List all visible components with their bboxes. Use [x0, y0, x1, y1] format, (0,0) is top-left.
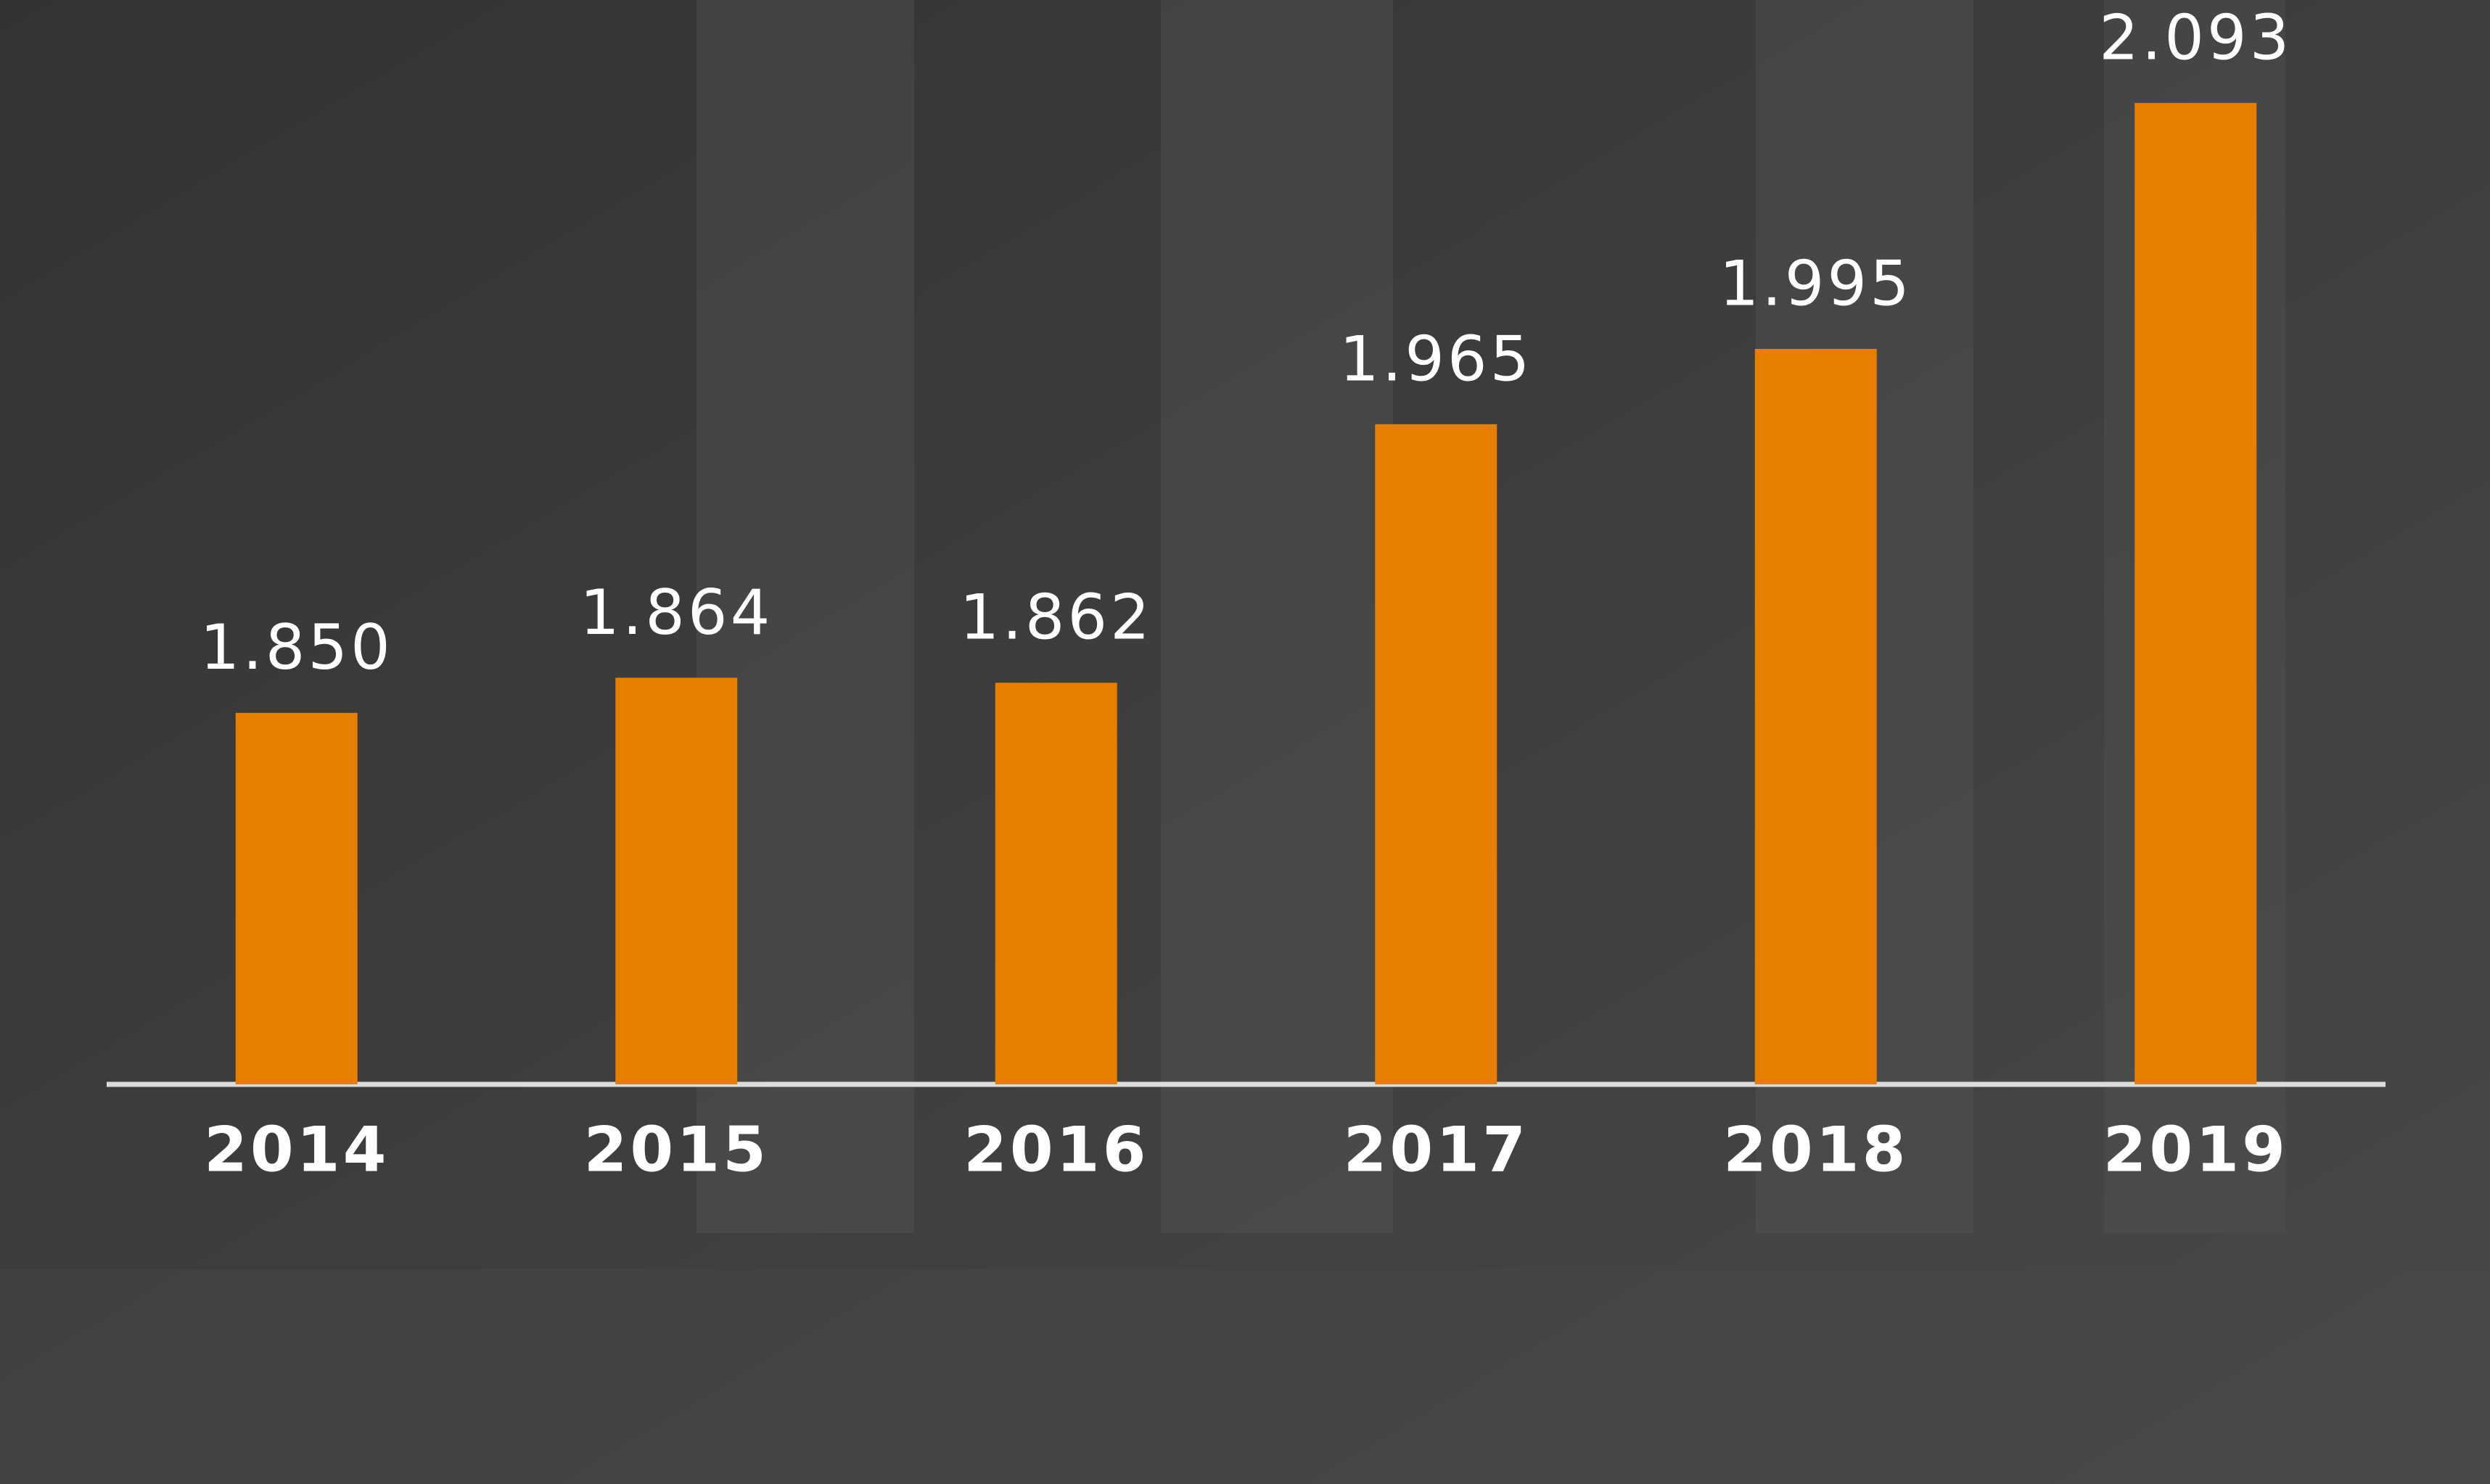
value-label: 2.093 — [2099, 1, 2292, 74]
bar — [995, 683, 1117, 1084]
page: 2014 1.850 2015 1.864 2016 1.862 2017 1.965 2018… — [0, 0, 2490, 1484]
value-label: 1.850 — [200, 611, 393, 684]
x-tick-label: 2015 — [584, 1113, 769, 1186]
ground — [0, 1269, 2490, 1484]
bar — [1755, 349, 1877, 1084]
chart: 2014 1.850 2015 1.864 2016 1.862 2017 1.965 2018… — [0, 0, 2490, 1484]
x-tick-label: 2017 — [1344, 1113, 1529, 1186]
value-label: 1.995 — [1719, 247, 1912, 320]
column — [1161, 0, 1393, 1233]
x-tick-label: 2014 — [204, 1113, 389, 1186]
bar — [236, 713, 358, 1084]
value-label: 1.965 — [1339, 323, 1532, 395]
value-label: 1.864 — [580, 577, 773, 649]
bar — [1375, 424, 1497, 1084]
x-tick-label: 2016 — [963, 1113, 1149, 1186]
value-label: 1.862 — [960, 582, 1153, 654]
x-tick-label: 2018 — [1723, 1113, 1908, 1186]
bar — [2134, 103, 2256, 1084]
x-tick-label: 2019 — [2103, 1113, 2288, 1186]
bar — [615, 677, 737, 1084]
